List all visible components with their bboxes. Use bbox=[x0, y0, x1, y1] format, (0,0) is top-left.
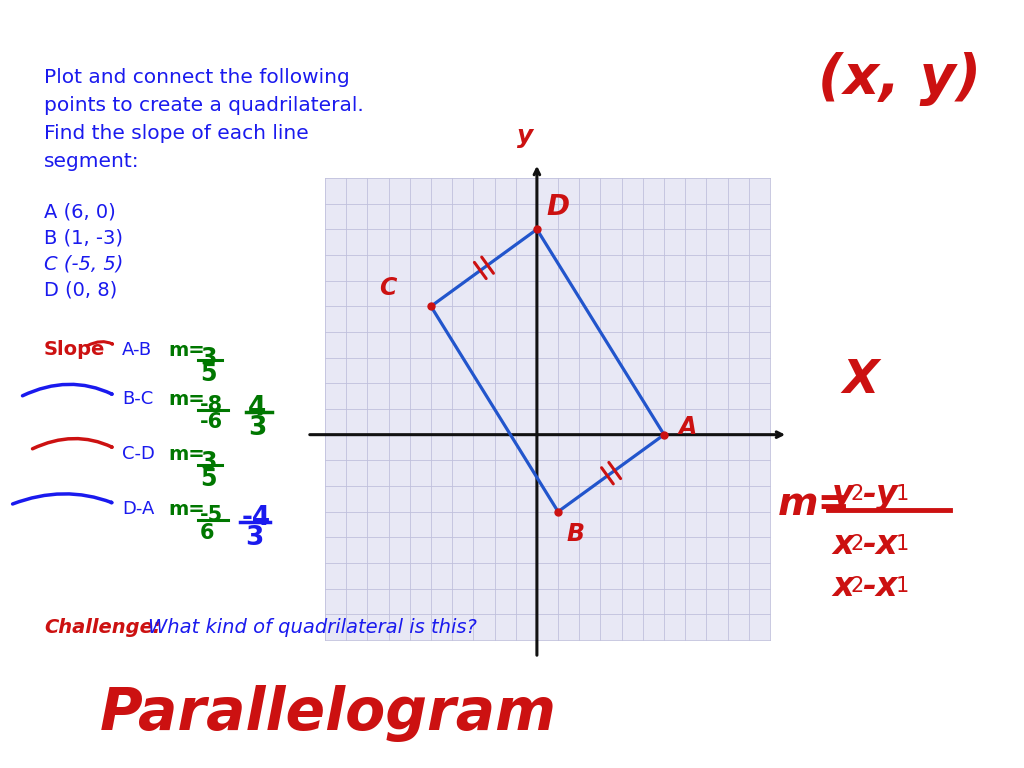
Text: -x: -x bbox=[862, 570, 897, 603]
Text: -8: -8 bbox=[200, 395, 223, 415]
Text: m=: m= bbox=[168, 341, 205, 360]
FancyArrowPatch shape bbox=[87, 342, 113, 346]
Text: 4: 4 bbox=[248, 395, 266, 421]
Text: C (-5, 5): C (-5, 5) bbox=[44, 254, 123, 273]
Text: C: C bbox=[379, 276, 396, 300]
Text: D: D bbox=[547, 194, 570, 221]
FancyArrowPatch shape bbox=[12, 494, 112, 504]
FancyArrowPatch shape bbox=[23, 384, 112, 396]
Text: 5: 5 bbox=[200, 362, 216, 386]
Text: m=: m= bbox=[778, 485, 851, 523]
Bar bbox=[325, 178, 770, 640]
Text: 3: 3 bbox=[248, 415, 266, 441]
Text: 1: 1 bbox=[896, 576, 909, 596]
Text: A: A bbox=[678, 415, 696, 439]
Text: 3: 3 bbox=[200, 450, 216, 474]
Text: 2: 2 bbox=[851, 484, 864, 504]
Text: y: y bbox=[831, 478, 854, 511]
Text: Find the slope of each line: Find the slope of each line bbox=[44, 124, 309, 143]
Text: points to create a quadrilateral.: points to create a quadrilateral. bbox=[44, 96, 364, 115]
Text: x: x bbox=[831, 528, 853, 561]
Text: m=: m= bbox=[168, 445, 205, 464]
Text: m=: m= bbox=[168, 390, 205, 409]
Text: Plot and connect the following: Plot and connect the following bbox=[44, 68, 350, 87]
Text: y: y bbox=[517, 124, 534, 148]
Text: 6: 6 bbox=[200, 523, 214, 543]
Text: 1: 1 bbox=[896, 534, 909, 554]
Text: -y: -y bbox=[862, 478, 898, 511]
Text: segment:: segment: bbox=[44, 152, 139, 171]
Text: C-D: C-D bbox=[122, 445, 155, 463]
Text: B-C: B-C bbox=[122, 390, 154, 408]
Text: Challenge:: Challenge: bbox=[44, 618, 161, 637]
Text: x: x bbox=[831, 570, 853, 603]
Text: (x, y): (x, y) bbox=[818, 52, 981, 106]
Text: B (1, -3): B (1, -3) bbox=[44, 228, 123, 247]
Text: m=: m= bbox=[168, 500, 205, 519]
FancyArrowPatch shape bbox=[33, 439, 112, 449]
Text: 3: 3 bbox=[200, 346, 216, 370]
Text: Parallelogram: Parallelogram bbox=[100, 685, 557, 742]
Text: A-B: A-B bbox=[122, 341, 153, 359]
Text: What kind of quadrilateral is this?: What kind of quadrilateral is this? bbox=[148, 618, 477, 637]
Text: B: B bbox=[566, 521, 584, 546]
Text: 1: 1 bbox=[896, 484, 909, 504]
Text: D-A: D-A bbox=[122, 500, 155, 518]
Text: X: X bbox=[842, 358, 879, 403]
Text: -6: -6 bbox=[200, 412, 223, 432]
Text: A (6, 0): A (6, 0) bbox=[44, 202, 116, 221]
Text: 3: 3 bbox=[245, 525, 263, 551]
Text: -4: -4 bbox=[242, 505, 271, 531]
Text: 2: 2 bbox=[851, 576, 864, 596]
Text: 5: 5 bbox=[200, 467, 216, 491]
Text: 2: 2 bbox=[851, 534, 864, 554]
Text: -5: -5 bbox=[200, 505, 223, 525]
Text: -x: -x bbox=[862, 528, 897, 561]
Text: D (0, 8): D (0, 8) bbox=[44, 280, 118, 299]
Text: Slope: Slope bbox=[44, 340, 105, 359]
